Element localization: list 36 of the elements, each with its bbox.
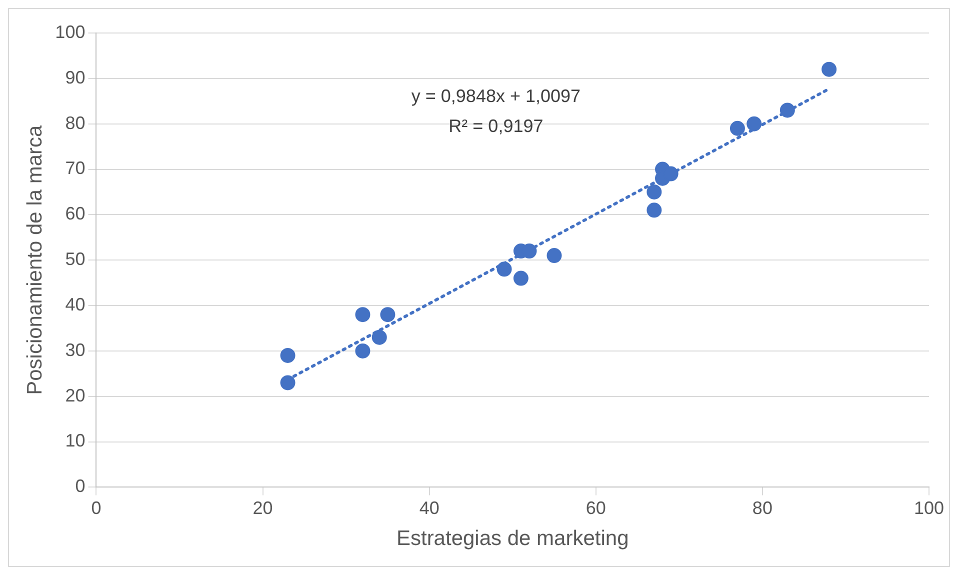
y-tick-label: 60 <box>65 204 86 224</box>
y-tick-label: 0 <box>75 476 86 496</box>
point <box>372 330 387 345</box>
point <box>546 248 562 264</box>
y-tick-label: 40 <box>65 294 86 314</box>
y-axis-title: Posicionamiento de la marca <box>23 124 46 395</box>
x-tick-label: 20 <box>252 498 273 518</box>
y-tick-label: 70 <box>65 158 86 178</box>
y-tick-label: 10 <box>65 430 86 451</box>
x-axis-title: Estrategias de marketing <box>396 527 629 550</box>
point <box>780 102 795 118</box>
point <box>355 343 370 358</box>
y-tick-label: 20 <box>65 385 86 406</box>
point <box>280 348 296 363</box>
point <box>513 270 528 286</box>
x-tick-label: 100 <box>914 498 944 518</box>
point <box>380 307 396 322</box>
point <box>730 120 745 136</box>
point <box>746 116 762 132</box>
x-tick-label: 80 <box>752 498 772 518</box>
point <box>822 62 837 77</box>
x-tick-label: 40 <box>419 498 440 518</box>
annotation: y = 0,9848x + 1,0097 <box>411 86 581 106</box>
x-tick-label: 0 <box>91 498 102 518</box>
point <box>646 184 662 200</box>
point <box>355 307 370 322</box>
y-tick-label: 90 <box>65 67 86 88</box>
x-tick-label: 60 <box>586 498 606 518</box>
point <box>280 375 296 390</box>
y-tick-label: 50 <box>65 249 86 270</box>
y-tick-label: 80 <box>65 112 86 133</box>
y-tick-label: 30 <box>65 340 86 360</box>
annotation: R² = 0,9197 <box>448 116 544 136</box>
point <box>496 262 512 277</box>
y-tick-label: 100 <box>55 22 86 42</box>
point <box>646 202 662 218</box>
